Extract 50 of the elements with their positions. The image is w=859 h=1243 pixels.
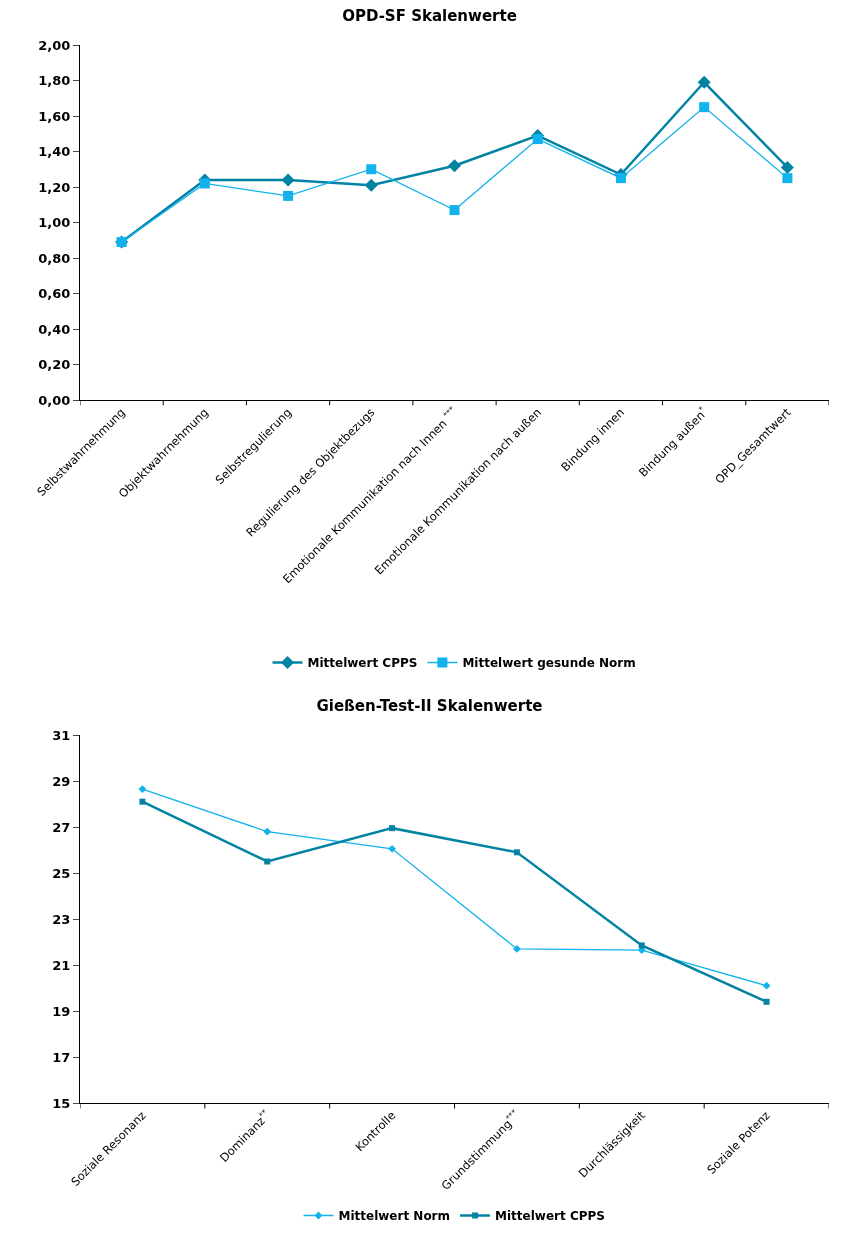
- point: [366, 164, 377, 175]
- chart-title: Gießen-Test-II Skalenwerte: [316, 696, 543, 715]
- y-tick-label: 23: [52, 911, 71, 927]
- y-tick-label: 29: [52, 773, 71, 789]
- point: [699, 102, 710, 113]
- legend-label: Mittelwert gesunde Norm: [462, 656, 636, 671]
- y-tick-label: 0,00: [38, 392, 71, 408]
- point: [364, 178, 378, 192]
- point: [638, 942, 645, 949]
- y-tick-label: 1,00: [38, 215, 71, 231]
- y-tick-label: 31: [52, 727, 71, 743]
- y-tick-label: 1,20: [38, 179, 71, 195]
- point: [780, 160, 794, 174]
- point: [782, 173, 793, 184]
- point: [513, 849, 520, 856]
- y-tick-label: 1,80: [38, 73, 71, 89]
- y-tick-label: 0,80: [38, 250, 71, 266]
- point: [448, 159, 461, 173]
- y-tick-label: 2,00: [38, 37, 71, 53]
- point: [388, 844, 396, 853]
- point: [138, 785, 147, 793]
- y-tick-label: 15: [52, 1095, 71, 1111]
- y-tick-label: 1,40: [38, 144, 71, 160]
- point: [532, 134, 543, 145]
- point: [763, 998, 770, 1005]
- point: [283, 190, 294, 201]
- y-tick-label: 19: [52, 1003, 71, 1019]
- y-tick-label: 0,40: [38, 321, 71, 337]
- point: [199, 178, 210, 189]
- point: [281, 173, 295, 187]
- y-tick-label: 21: [52, 957, 71, 973]
- point: [762, 981, 771, 990]
- point: [697, 75, 711, 89]
- point: [615, 173, 626, 184]
- y-tick-label: 25: [52, 865, 71, 881]
- point: [449, 205, 460, 216]
- legend-label: Mittelwert Norm: [338, 1209, 451, 1224]
- point: [139, 798, 146, 805]
- y-tick-label: 0,60: [38, 286, 71, 302]
- point: [389, 825, 396, 832]
- legend-label: Mittelwert CPPS: [495, 1209, 605, 1224]
- y-tick-label: 1,60: [38, 108, 71, 124]
- y-tick-label: 27: [52, 819, 71, 835]
- point: [263, 827, 272, 836]
- point: [513, 945, 521, 953]
- point: [264, 858, 271, 865]
- y-tick-label: 0,20: [38, 357, 71, 373]
- legend-label: Mittelwert CPPS: [307, 656, 418, 671]
- chart-title: OPD-SF Skalenwerte: [342, 6, 517, 25]
- y-tick-label: 17: [52, 1049, 71, 1065]
